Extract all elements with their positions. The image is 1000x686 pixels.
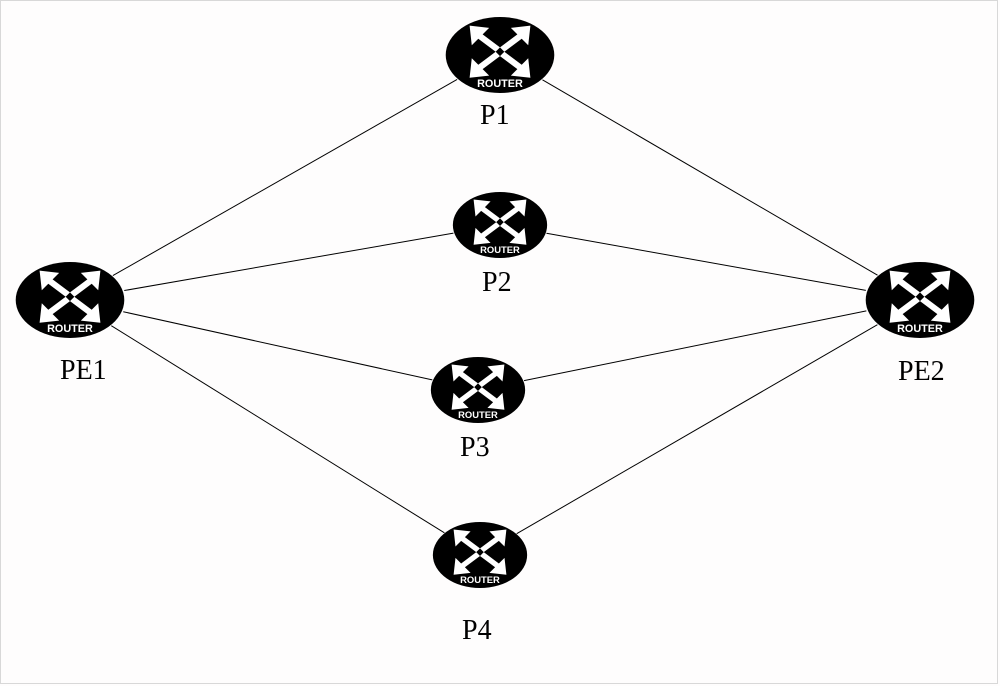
node-PE2: ROUTER	[864, 262, 976, 338]
edge-PE1-P4	[111, 326, 444, 533]
router-icon-text: ROUTER	[458, 409, 498, 420]
node-P2: ROUTER	[452, 192, 548, 258]
router-icon-text: ROUTER	[47, 323, 93, 335]
label-P4: P4	[462, 615, 492, 647]
router-icon: ROUTER	[452, 192, 548, 258]
edge-PE1-P3	[123, 312, 432, 380]
router-icon: ROUTER	[444, 17, 556, 93]
node-PE1: ROUTER	[14, 262, 126, 338]
edge-P3-PE2	[524, 311, 866, 381]
router-icon-text: ROUTER	[480, 244, 520, 255]
node-P4: ROUTER	[432, 522, 528, 588]
label-P2: P2	[482, 267, 512, 299]
node-P1: ROUTER	[444, 17, 556, 93]
edge-P2-PE2	[546, 233, 865, 290]
router-icon-text: ROUTER	[897, 323, 943, 335]
edge-P1-PE2	[542, 80, 877, 275]
edge-PE1-P1	[113, 79, 457, 275]
label-P3: P3	[460, 432, 490, 464]
label-PE1: PE1	[60, 355, 107, 387]
router-icon-text: ROUTER	[460, 574, 500, 585]
edge-PE1-P2	[124, 233, 453, 290]
network-diagram: ROUTER PE1 ROUTER P1 ROUTER P2 ROUTER P3 ROUTER P…	[0, 0, 1000, 686]
router-icon: ROUTER	[430, 357, 526, 423]
router-icon: ROUTER	[432, 522, 528, 588]
label-PE2: PE2	[898, 356, 945, 388]
router-icon: ROUTER	[864, 262, 976, 338]
router-icon-text: ROUTER	[477, 78, 523, 90]
router-icon: ROUTER	[14, 262, 126, 338]
label-P1: P1	[480, 100, 510, 132]
edge-P4-PE2	[517, 325, 878, 534]
node-P3: ROUTER	[430, 357, 526, 423]
